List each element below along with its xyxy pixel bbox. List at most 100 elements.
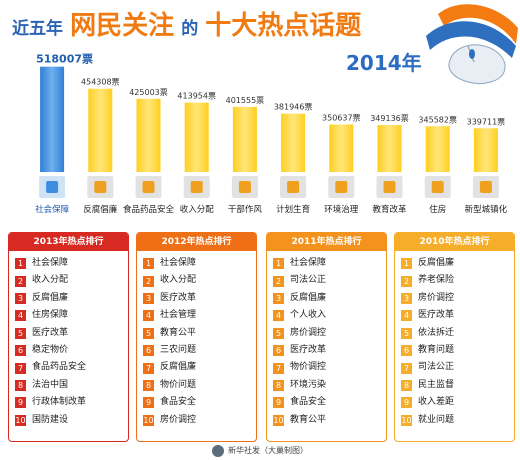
category-label: 新型城镇化: [465, 204, 508, 215]
bar-value-label: 413954票: [177, 92, 216, 101]
ranking-label: 教育问题: [418, 344, 455, 355]
rank-number: 8: [15, 379, 26, 391]
ranking-label: 社会保障: [290, 258, 327, 268]
rank-number: 9: [15, 397, 26, 409]
bar-value-label: 350637票: [322, 114, 361, 123]
rank-number: 9: [143, 397, 154, 409]
rank-number: 9: [401, 397, 412, 409]
category-label: 收入分配: [180, 204, 215, 215]
rank-number: 10: [273, 414, 284, 426]
ranking-label: 稳定物价: [32, 344, 69, 355]
category-label: 社会保障: [35, 204, 70, 215]
bar: [232, 106, 257, 172]
category-label: 反腐倡廉: [83, 204, 118, 215]
bar-highlighted: [40, 66, 65, 172]
rank-number: 2: [15, 275, 26, 287]
ranking-label: 行政体制改革: [32, 397, 87, 408]
ranking-label: 民主监督: [418, 379, 455, 390]
ranking-label: 社会保障: [160, 258, 197, 268]
ranking-panel-2010: 2010年热点排行 1 反腐倡廉 2 养老保险 3 房价调控 4 医疗改革 5 依法拆迁 6 教育问题…: [394, 232, 515, 442]
rank-number: 8: [143, 379, 154, 391]
ranking-label: 房价调控: [160, 414, 197, 425]
ranking-panel-2013: 2013年热点排行 1 社会保障 2 收入分配 3 反腐倡廉 4 住房保障 5 医疗改革 6 稳定物价…: [8, 232, 129, 442]
ranking-item: 10 国防建设: [15, 412, 122, 429]
ranking-label: 收入分配: [32, 275, 69, 286]
ranking-label: 反腐倡廉: [418, 258, 455, 268]
ranking-label: 个人收入: [290, 310, 327, 321]
ranking-item: 9 食品安全: [143, 394, 250, 411]
bar-value-label: 349136票: [370, 114, 409, 123]
rank-number: 5: [401, 327, 412, 339]
ranking-item: 4 医疗改革: [401, 307, 508, 324]
bar: [329, 124, 354, 172]
rank-number: 3: [273, 292, 284, 304]
ranking-panel-2011: 2011年热点排行 1 社会保障 2 司法公正 3 反腐倡廉 4 个人收入 5 房价调控 6 医疗改革…: [266, 232, 387, 442]
ranking-label: 教育公平: [160, 327, 197, 338]
rank-number: 4: [401, 310, 412, 322]
rank-number: 4: [143, 310, 154, 322]
ranking-label: 教育公平: [290, 414, 327, 425]
ranking-list: 1 社会保障 2 收入分配 3 反腐倡廉 4 住房保障 5 医疗改革 6 稳定物价 7 食品药品安全 8 法治…: [9, 251, 128, 429]
ranking-item: 1 社会保障: [15, 255, 122, 272]
ranking-item: 3 房价调控: [401, 290, 508, 307]
rank-number: 3: [401, 292, 412, 304]
ranking-item: 6 三农问题: [143, 342, 250, 359]
ranking-item: 7 司法公正: [401, 359, 508, 376]
rank-number: 6: [273, 345, 284, 357]
panel-title: 2013年热点排行: [9, 233, 128, 251]
xinhua-logo-icon: [212, 444, 224, 457]
rank-number: 10: [143, 414, 154, 426]
title-prefix: 近五年: [12, 18, 63, 39]
ranking-item: 2 司法公正: [273, 272, 380, 289]
category-label: 计划生育: [276, 204, 310, 215]
bar-value-label: 345582票: [418, 115, 457, 124]
ranking-label: 住房保障: [32, 310, 69, 321]
rankings-section: 2013年热点排行 1 社会保障 2 收入分配 3 反腐倡廉 4 住房保障 5 医疗改革 6 稳定物价…: [0, 228, 520, 443]
ranking-label: 房价调控: [418, 292, 455, 303]
ranking-label: 收入分配: [160, 275, 197, 286]
ranking-item: 5 教育公平: [143, 325, 250, 342]
ranking-item: 1 反腐倡廉: [401, 255, 508, 272]
ranking-label: 医疗改革: [160, 292, 197, 303]
rank-number: 7: [15, 362, 26, 374]
year-label: 2014年: [346, 51, 422, 75]
ranking-label: 社会管理: [160, 310, 197, 321]
icon-glyph: [142, 181, 155, 193]
ranking-panel-2012: 2012年热点排行 1 社会保障 2 收入分配 3 医疗改革 4 社会管理 5 教育公平 6 三农问题…: [136, 232, 257, 442]
ranking-item: 9 行政体制改革: [15, 394, 122, 411]
rank-number: 2: [143, 275, 154, 287]
ranking-label: 收入差距: [418, 397, 455, 408]
ranking-item: 3 反腐倡廉: [15, 290, 122, 307]
ranking-label: 食品药品安全: [32, 362, 87, 373]
ranking-label: 物价问题: [160, 379, 197, 390]
rank-number: 10: [401, 414, 412, 426]
category-label: 干部作风: [228, 204, 263, 215]
svg-text:近五年 网民关注 的 十大热点话题: 近五年 网民关注 的 十大热点话题: [12, 10, 361, 41]
rank-number: 5: [273, 327, 284, 339]
rank-number: 7: [273, 362, 284, 374]
ranking-item: 2 养老保险: [401, 272, 508, 289]
panel-title: 2010年热点排行: [395, 233, 514, 251]
ranking-list: 1 社会保障 2 司法公正 3 反腐倡廉 4 个人收入 5 房价调控 6 医疗改革 7 物价调控 8 环境污染…: [267, 251, 386, 429]
rank-number: 6: [143, 345, 154, 357]
ranking-list: 1 反腐倡廉 2 养老保险 3 房价调控 4 医疗改革 5 依法拆迁 6 教育问题 7 司法公正 8 民主监督…: [395, 251, 514, 429]
rank-number: 8: [401, 379, 412, 391]
ranking-item: 1 社会保障: [143, 255, 250, 272]
ranking-label: 司法公正: [418, 362, 455, 373]
ranking-item: 10 教育公平: [273, 412, 380, 429]
ranking-label: 就业问题: [418, 414, 455, 425]
ranking-label: 社会保障: [32, 258, 69, 268]
ranking-item: 5 医疗改革: [15, 325, 122, 342]
ranking-label: 医疗改革: [418, 310, 455, 321]
ranking-label: 国防建设: [32, 414, 69, 425]
ranking-item: 6 稳定物价: [15, 342, 122, 359]
ranking-label: 反腐倡廉: [160, 362, 197, 373]
rank-number: 1: [15, 258, 26, 270]
category-label: 教育改革: [372, 204, 407, 215]
rank-number: 6: [401, 345, 412, 357]
ranking-label: 食品安全: [290, 397, 327, 408]
rank-number: 1: [143, 258, 154, 270]
ranking-item: 2 收入分配: [15, 272, 122, 289]
ranking-list: 1 社会保障 2 收入分配 3 医疗改革 4 社会管理 5 教育公平 6 三农问题 7 反腐倡廉 8 物价问题…: [137, 251, 256, 429]
